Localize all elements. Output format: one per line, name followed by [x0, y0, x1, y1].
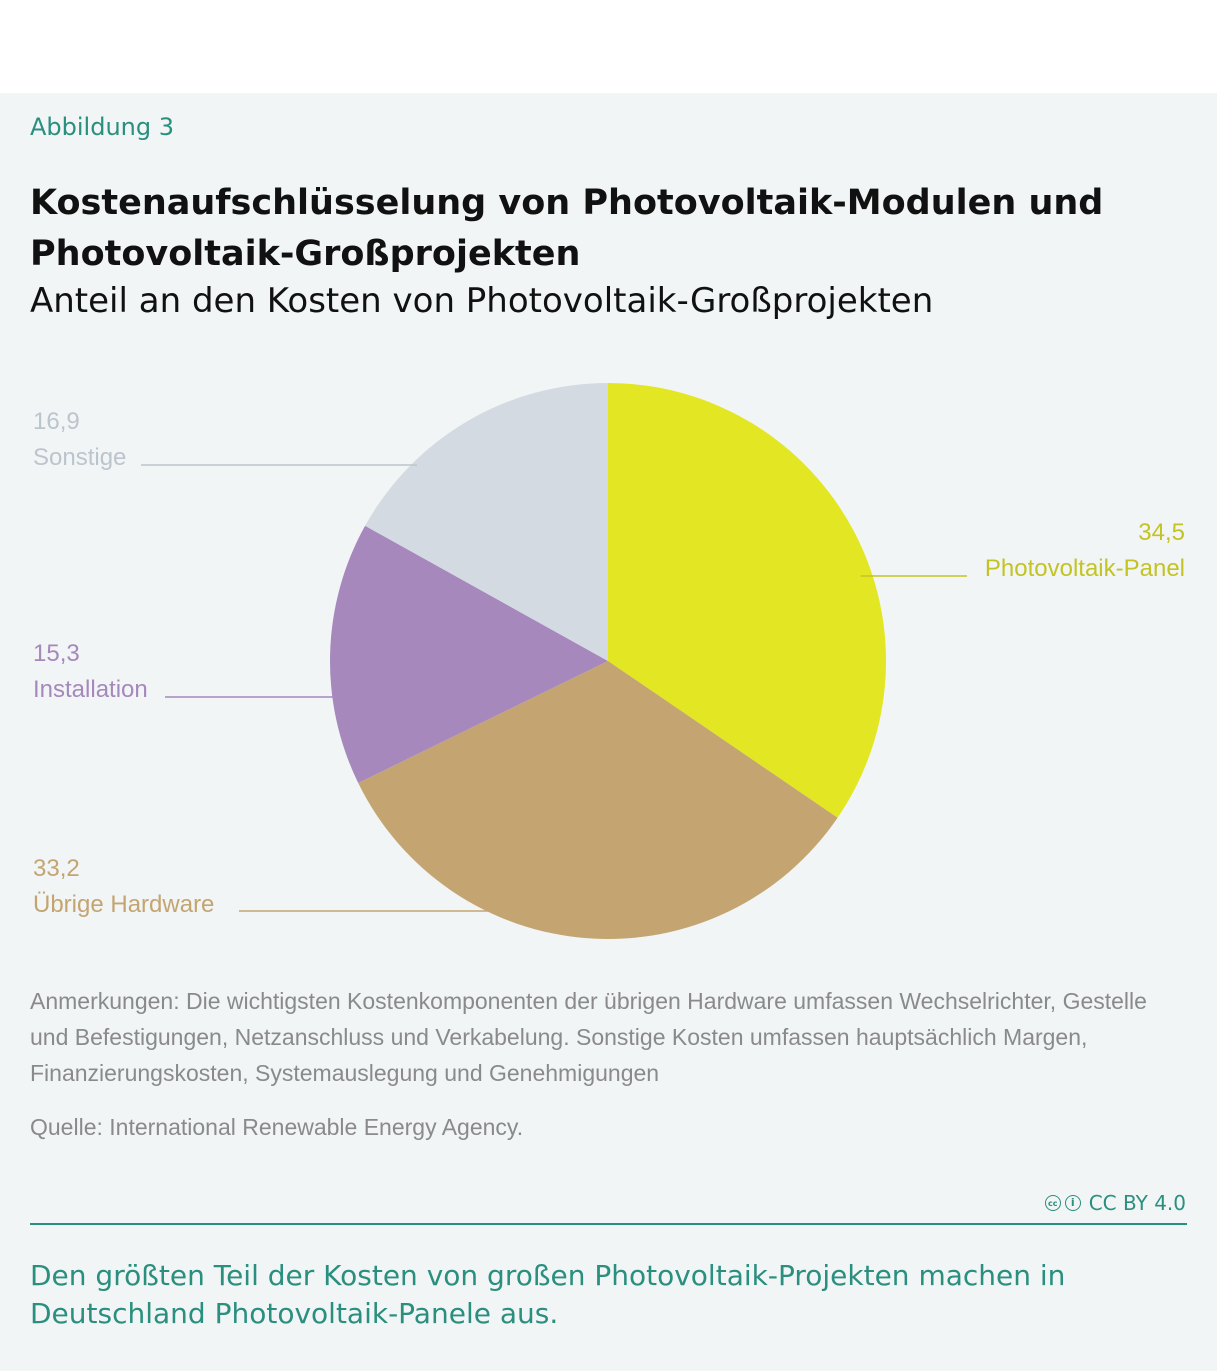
license-text: CC BY 4.0	[1088, 1191, 1186, 1215]
slice-name-label: Installation	[33, 676, 148, 703]
cc-icon: cc	[1044, 1195, 1061, 1211]
slice-value-label: 33,2	[33, 855, 80, 882]
leader-lines	[141, 464, 967, 912]
by-icon: i	[1064, 1195, 1081, 1211]
caption: Den größten Teil der Kosten von großen P…	[30, 1259, 1066, 1330]
slice-value-label: 15,3	[33, 640, 80, 667]
chart-source: Quelle: International Renewable Energy A…	[30, 1114, 524, 1140]
pie-slice-installation	[329, 525, 608, 784]
pie-slice-sonstige	[365, 383, 608, 661]
pie-slices	[329, 383, 887, 940]
pie-chart: 34,5 Photovoltaik-Panel 33,2 Übrige Hardwar…	[33, 383, 1185, 940]
pie-slice-photovoltaik-panel	[608, 383, 887, 818]
slice-name-label: Sonstige	[33, 444, 126, 471]
slice-value-label: 34,5	[1138, 519, 1185, 546]
slice-name-label: Übrige Hardware	[33, 891, 214, 918]
chart-subtitle: Anteil an den Kosten von Photovoltaik-Gr…	[30, 281, 934, 321]
figure-label: Abbildung 3	[30, 113, 175, 141]
divider	[30, 1223, 1187, 1225]
license-badge: cc i CC BY 4.0	[1044, 1191, 1186, 1215]
slice-name-label: Photovoltaik-Panel	[985, 555, 1185, 582]
slice-value-label: 16,9	[33, 408, 80, 435]
slice-labels: 34,5 Photovoltaik-Panel 33,2 Übrige Hardwar…	[33, 408, 1185, 918]
chart-notes: Anmerkungen: Die wichtigsten Kostenkompo…	[30, 988, 1147, 1086]
chart-title: Kostenaufschlüsselung von Photovoltaik-M…	[30, 183, 1104, 274]
pie-slice-übrige-hardware	[358, 661, 838, 940]
